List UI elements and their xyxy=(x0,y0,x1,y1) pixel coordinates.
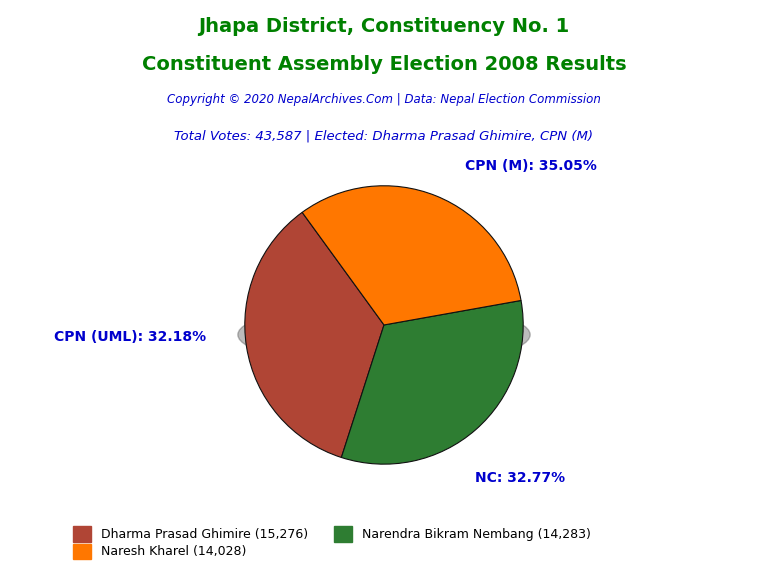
Text: NC: 32.77%: NC: 32.77% xyxy=(475,471,565,485)
Legend: Dharma Prasad Ghimire (15,276), Narendra Bikram Nembang (14,283): Dharma Prasad Ghimire (15,276), Narendra… xyxy=(68,521,596,547)
Wedge shape xyxy=(245,213,384,457)
Text: Total Votes: 43,587 | Elected: Dharma Prasad Ghimire, CPN (M): Total Votes: 43,587 | Elected: Dharma Pr… xyxy=(174,130,594,143)
Ellipse shape xyxy=(238,304,530,366)
Text: CPN (UML): 32.18%: CPN (UML): 32.18% xyxy=(54,330,207,344)
Text: Jhapa District, Constituency No. 1: Jhapa District, Constituency No. 1 xyxy=(198,17,570,36)
Wedge shape xyxy=(342,301,523,464)
Text: Constituent Assembly Election 2008 Results: Constituent Assembly Election 2008 Resul… xyxy=(141,55,627,74)
Wedge shape xyxy=(302,186,521,325)
Text: CPN (M): 35.05%: CPN (M): 35.05% xyxy=(465,160,597,173)
Legend: Naresh Kharel (14,028): Naresh Kharel (14,028) xyxy=(68,539,252,564)
Text: Copyright © 2020 NepalArchives.Com | Data: Nepal Election Commission: Copyright © 2020 NepalArchives.Com | Dat… xyxy=(167,93,601,107)
